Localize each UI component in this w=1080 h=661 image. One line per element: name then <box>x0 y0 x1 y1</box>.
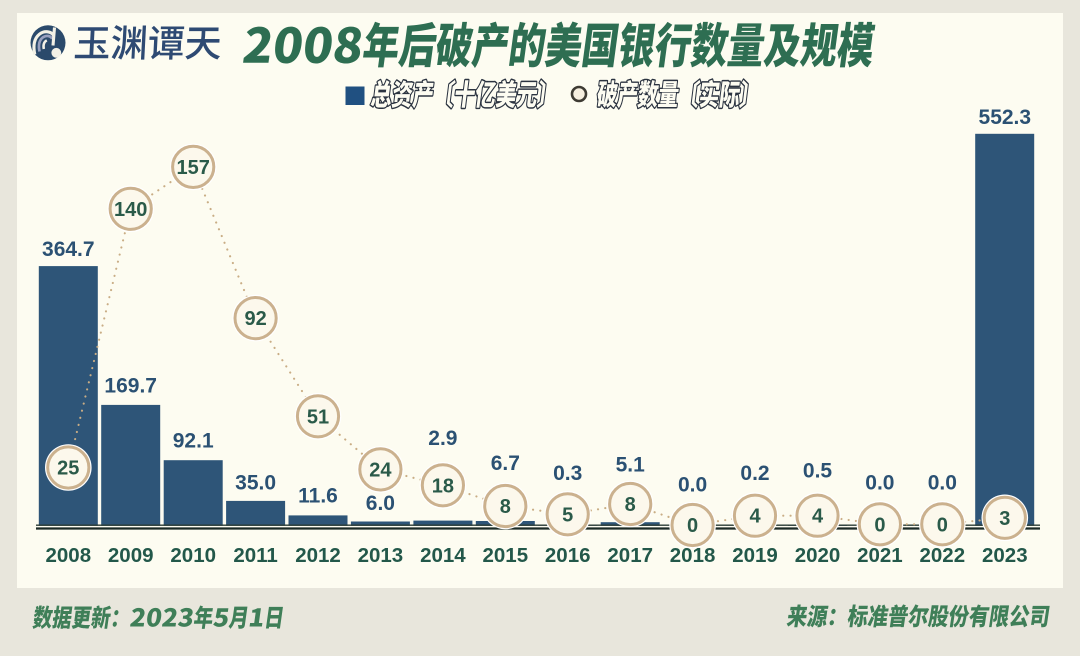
svg-text:364.7: 364.7 <box>42 238 95 261</box>
svg-text:2013: 2013 <box>358 544 404 567</box>
svg-text:2009: 2009 <box>108 544 154 567</box>
svg-text:0.0: 0.0 <box>678 474 707 497</box>
svg-text:2012: 2012 <box>295 544 341 567</box>
svg-text:552.3: 552.3 <box>979 106 1032 129</box>
svg-text:2.9: 2.9 <box>428 427 457 450</box>
svg-text:2019: 2019 <box>732 544 778 567</box>
svg-text:2008: 2008 <box>45 544 91 567</box>
svg-text:2022: 2022 <box>919 544 965 567</box>
svg-text:2021: 2021 <box>857 544 903 567</box>
svg-text:51: 51 <box>307 406 329 428</box>
svg-text:35.0: 35.0 <box>235 472 276 495</box>
svg-text:0.0: 0.0 <box>928 472 957 495</box>
svg-text:5: 5 <box>562 504 573 526</box>
svg-text:11.6: 11.6 <box>298 485 338 508</box>
svg-text:92: 92 <box>244 308 266 330</box>
svg-text:2020: 2020 <box>795 544 841 567</box>
svg-text:18: 18 <box>432 475 454 497</box>
svg-text:5.1: 5.1 <box>616 454 646 477</box>
svg-text:0: 0 <box>687 515 698 537</box>
svg-text:0: 0 <box>937 514 948 536</box>
svg-text:2023: 2023 <box>982 544 1028 567</box>
svg-text:157: 157 <box>177 157 210 179</box>
svg-text:4: 4 <box>749 506 761 528</box>
svg-text:140: 140 <box>114 199 147 221</box>
svg-text:6.7: 6.7 <box>491 452 520 475</box>
svg-text:4: 4 <box>812 506 824 528</box>
svg-text:0.2: 0.2 <box>740 462 769 485</box>
svg-text:169.7: 169.7 <box>104 375 157 398</box>
svg-text:2010: 2010 <box>170 544 216 567</box>
svg-text:0.3: 0.3 <box>553 462 582 485</box>
svg-text:25: 25 <box>57 458 79 480</box>
svg-text:2018: 2018 <box>670 544 716 567</box>
svg-text:0.5: 0.5 <box>803 460 833 483</box>
svg-text:2016: 2016 <box>545 544 591 567</box>
svg-text:3: 3 <box>999 508 1010 530</box>
svg-text:0: 0 <box>874 514 885 536</box>
svg-text:8: 8 <box>500 496 511 518</box>
svg-text:8: 8 <box>625 494 636 516</box>
svg-text:2017: 2017 <box>607 544 653 567</box>
svg-text:92.1: 92.1 <box>173 430 214 453</box>
svg-text:6.0: 6.0 <box>366 492 395 515</box>
svg-text:2011: 2011 <box>233 544 277 567</box>
svg-text:2014: 2014 <box>420 544 466 567</box>
svg-text:24: 24 <box>369 459 392 481</box>
svg-text:0.0: 0.0 <box>865 472 894 495</box>
svg-text:2015: 2015 <box>482 544 528 567</box>
